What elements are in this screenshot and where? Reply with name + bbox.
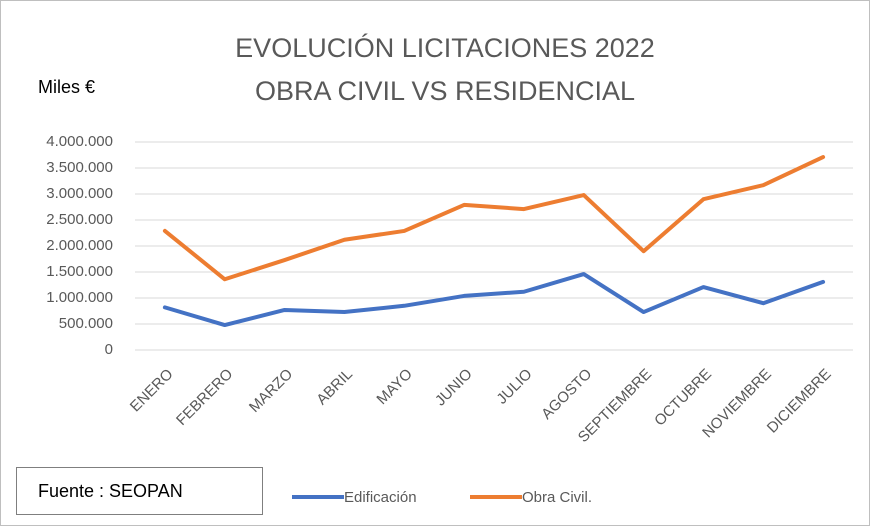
line-series [162, 272, 826, 328]
legend-label: Edificación [344, 489, 417, 506]
y-tick-label: 2.000.000 [46, 237, 113, 254]
y-tick-label: 0 [105, 341, 113, 358]
y-axis-label: Miles € [38, 77, 95, 97]
y-tick-label: 1.000.000 [46, 289, 113, 306]
source-box [16, 467, 263, 515]
legend-label: Obra Civil. [522, 489, 592, 506]
y-tick-label: 500.000 [59, 315, 113, 332]
chart-subtitle: OBRA CIVIL VS RESIDENCIAL [255, 76, 635, 106]
y-tick-label: 4.000.000 [46, 133, 113, 150]
source-note: Fuente : SEOPAN [38, 481, 183, 501]
y-tick-label: 1.500.000 [46, 263, 113, 280]
y-tick-label: 3.000.000 [46, 185, 113, 202]
y-tick-label: 2.500.000 [46, 211, 113, 228]
chart-title: EVOLUCIÓN LICITACIONES 2022 [235, 32, 655, 63]
y-tick-label: 3.500.000 [46, 159, 113, 176]
line-series [162, 155, 826, 282]
